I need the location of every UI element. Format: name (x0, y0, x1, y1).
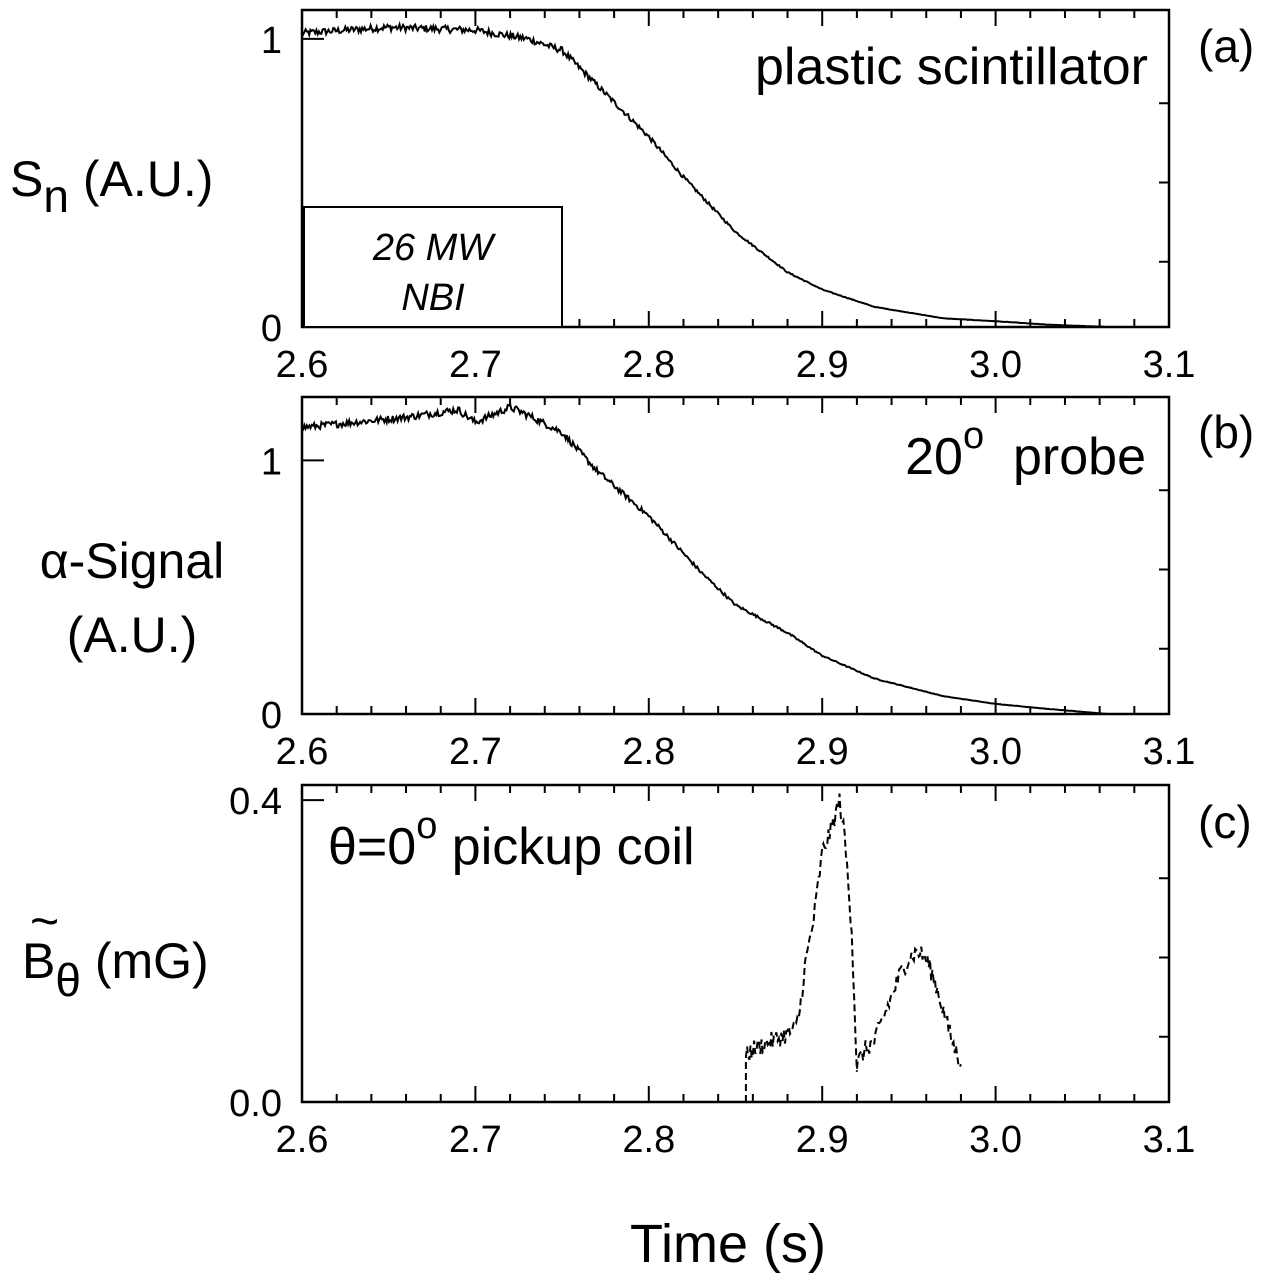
inset-box (303, 206, 563, 328)
panel-c-annotation-main: θ=0 (328, 818, 416, 876)
y-tick-label: 0.4 (229, 781, 282, 823)
panel-c-y-label-sub: θ (55, 954, 81, 1006)
panel-a-y-label-main: S (10, 151, 43, 207)
x-tick-label: 3.0 (969, 344, 1022, 386)
panel-b-tag: (b) (1198, 406, 1254, 458)
panel-b-annotation: 20o probe (905, 415, 1146, 486)
x-tick-label: 3.0 (969, 731, 1022, 773)
panel-b-y-tick-labels: 01 (261, 441, 282, 737)
x-tick-label: 2.9 (796, 731, 849, 773)
panel-a-y-label-sub: n (43, 170, 69, 222)
x-tick-label: 2.9 (796, 1119, 849, 1161)
panel-b-y-label-line-1: α-Signal (40, 533, 225, 589)
x-tick-label: 2.7 (449, 731, 502, 773)
panel-c-x-tick-labels: 2.6 2.7 2.8 2.9 3.0 3.1 (276, 1119, 1196, 1161)
panel-b-annotation-rest: probe (984, 428, 1146, 486)
panel-c-annotation-rest: pickup coil (437, 818, 694, 876)
series-line (301, 401, 1109, 715)
x-tick-label: 2.7 (449, 344, 502, 386)
x-tick-label: 2.6 (276, 344, 329, 386)
x-tick-label: 2.8 (622, 731, 675, 773)
series-line (301, 20, 1109, 328)
panel-b-annotation-sup: o (963, 415, 984, 457)
panel-b-plot (301, 401, 1109, 715)
panel-b-y-label-line-2: (A.U.) (67, 607, 198, 663)
panel-a-x-tick-labels: 2.6 2.7 2.8 2.9 3.0 3.1 (276, 344, 1196, 386)
panel-a-y-label: Sn (A.U.) (10, 151, 213, 222)
panel-c-annotation-sup: o (416, 805, 437, 847)
panel-a-frame (300, 8, 1171, 329)
panel-c: 2.6 2.7 2.8 2.9 3.0 3.1 0.0 0.4 θ=0o pickup co… (22, 781, 1252, 1274)
panel-c-annotation: θ=0o pickup coil (328, 805, 695, 876)
y-tick-label: 0.0 (229, 1083, 282, 1125)
x-tick-label: 3.0 (969, 1119, 1022, 1161)
y-tick-label: 1 (261, 20, 282, 62)
x-tick-label: 3.1 (1143, 731, 1196, 773)
x-tick-label: 2.8 (622, 1119, 675, 1161)
panel-c-y-label-main: B (22, 933, 55, 989)
x-tick-label: 2.7 (449, 1119, 502, 1161)
panel-c-plot (744, 793, 962, 1102)
panel-c-y-label-rest: (mG) (81, 933, 209, 989)
panel-c-ticks (301, 785, 1170, 1103)
panel-a-plot (301, 20, 1109, 328)
panel-a: 2.6 2.7 2.8 2.9 3.0 3.1 01 plastic scintillat… (10, 8, 1254, 386)
series-line (855, 946, 962, 1070)
panel-b-x-tick-labels: 2.6 2.7 2.8 2.9 3.0 3.1 (276, 731, 1196, 773)
x-tick-label: 2.8 (622, 344, 675, 386)
panel-c-y-tick-labels: 0.0 0.4 (229, 781, 282, 1125)
x-tick-label: 2.9 (796, 344, 849, 386)
y-tick-label: 0 (261, 308, 282, 350)
x-tick-label: 3.1 (1143, 1119, 1196, 1161)
panel-b-annotation-main: 20 (905, 428, 963, 486)
panel-c-frame (300, 783, 1171, 1104)
inset-line-1: 26 MW (372, 227, 496, 269)
panel-c-y-label: Bθ (mG) (22, 933, 209, 1006)
y-tick-label: 1 (261, 441, 282, 483)
x-axis-title: Time (s) (630, 1214, 826, 1274)
panel-b-frame (300, 395, 1171, 716)
x-tick-label: 2.6 (276, 731, 329, 773)
x-tick-label: 2.6 (276, 1119, 329, 1161)
inset-line-2: NBI (401, 277, 465, 319)
panel-a-tag: (a) (1198, 20, 1254, 72)
y-tick-label: 0 (261, 695, 282, 737)
panel-b: 2.6 2.7 2.8 2.9 3.0 3.1 01 20o probe (b) α-Si… (40, 395, 1254, 773)
panel-c-tag: (c) (1198, 796, 1252, 848)
series-line (744, 793, 858, 1102)
panel-b-ticks (301, 397, 1170, 715)
panel-a-y-label-rest: (A.U.) (69, 151, 213, 207)
panel-a-y-tick-labels: 01 (261, 20, 282, 350)
x-tick-label: 3.1 (1143, 344, 1196, 386)
panel-c-y-label-accent: ~ (30, 893, 59, 949)
panel-a-annotation: plastic scintillator (755, 38, 1148, 96)
